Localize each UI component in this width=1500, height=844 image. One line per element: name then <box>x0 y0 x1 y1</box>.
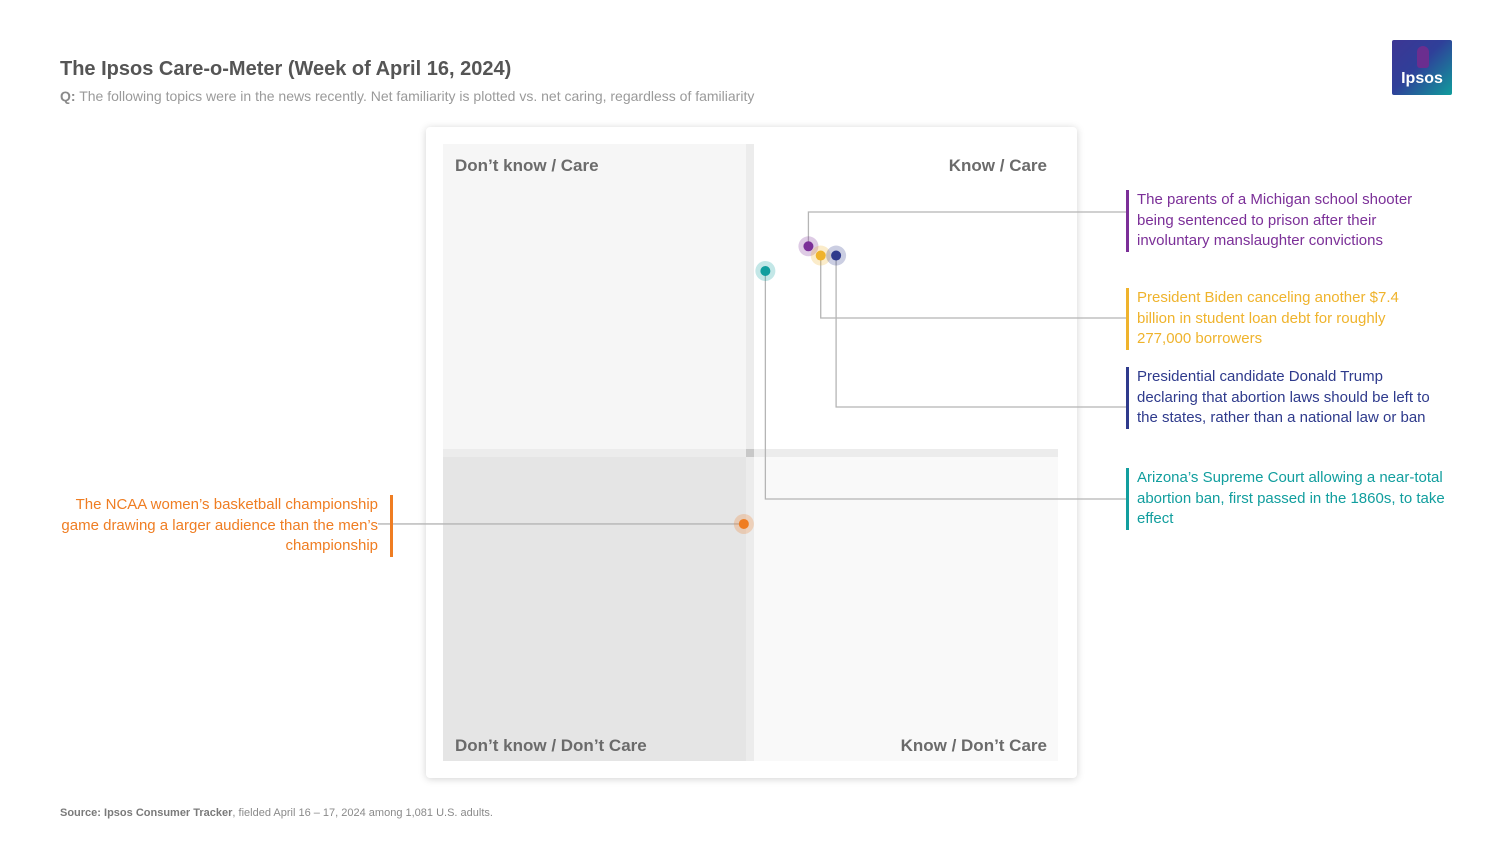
quadrant-top-right <box>754 144 1058 449</box>
quadrant-bottom-right <box>754 457 1058 761</box>
leader-line-4 <box>764 270 1126 500</box>
callout-label-3: Presidential candidate Donald Trump decl… <box>1126 367 1447 429</box>
origin-marker <box>746 449 754 457</box>
data-point-3[interactable] <box>831 250 842 261</box>
page-title: The Ipsos Care-o-Meter (Week of April 16… <box>60 58 512 80</box>
quadrant-top-left <box>443 144 746 449</box>
source-details: , fielded April 16 – 17, 2024 among 1,08… <box>232 807 493 819</box>
quadrant-label-bottom-left: Don’t know / Don’t Care <box>455 736 647 755</box>
callout-label-5: The NCAA women’s basketball championship… <box>60 495 393 557</box>
quadrant-label-top-left: Don’t know / Care <box>455 156 599 175</box>
data-point-4[interactable] <box>760 265 771 276</box>
logo-drop-icon <box>1417 46 1429 68</box>
callout-label-4: Arizona’s Supreme Court allowing a near-… <box>1126 468 1447 530</box>
source-note: Source: Ipsos Consumer Tracker, fielded … <box>60 807 493 819</box>
callout-label-1: The parents of a Michigan school shooter… <box>1126 190 1437 252</box>
leader-line-3 <box>835 255 1126 408</box>
quadrant-label-top-right: Know / Care <box>949 156 1047 175</box>
data-point-2[interactable] <box>815 250 826 261</box>
leader-line-1 <box>807 211 1126 247</box>
quadrant-label-bottom-right: Know / Don’t Care <box>901 736 1047 755</box>
leader-line-2 <box>820 255 1126 319</box>
question-text: Q: The following topics were in the news… <box>60 88 754 104</box>
question-prefix: Q: <box>60 88 76 104</box>
source-name: Ipsos Consumer Tracker <box>104 807 233 819</box>
source-label: Source: <box>60 807 101 819</box>
callout-label-2: President Biden canceling another $7.4 b… <box>1126 288 1437 350</box>
logo-wordmark: Ipsos <box>1401 70 1443 87</box>
question-body: The following topics were in the news re… <box>79 88 755 104</box>
ipsos-logo: Ipsos <box>1392 40 1452 95</box>
quadrant-bottom-left <box>443 457 746 761</box>
data-point-1[interactable] <box>803 241 814 252</box>
data-point-5[interactable] <box>738 518 749 529</box>
